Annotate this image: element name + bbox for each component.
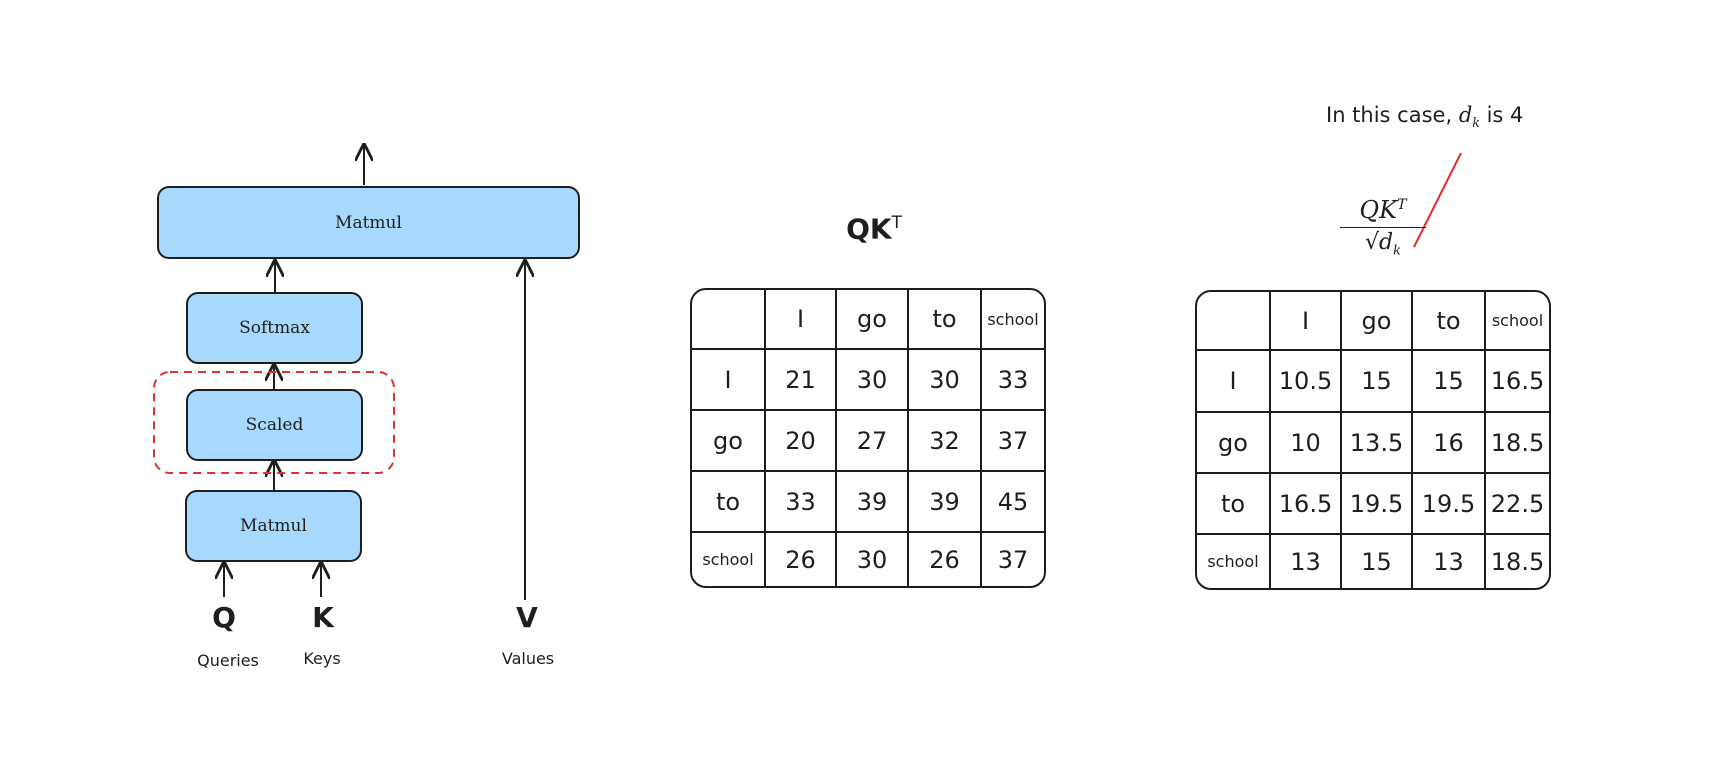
scaled-row: go 10 13.5 16 18.5 (1197, 411, 1549, 474)
scaled-formula: QKT √dk (1340, 196, 1426, 258)
qk-header-cell: to (907, 290, 982, 350)
qk-cell: 30 (835, 531, 909, 586)
scaled-header-cell: to (1411, 292, 1486, 351)
qk-header-cell: I (764, 290, 837, 350)
qk-cell: 32 (907, 409, 982, 472)
v-symbol: V (516, 601, 538, 634)
k-label: Keys (303, 649, 341, 668)
qk-table: I go to school I 21 30 30 33 go 20 27 32… (690, 288, 1046, 588)
qk-header-cell: go (835, 290, 909, 350)
qk-row: to 33 39 39 45 (692, 470, 1044, 533)
annotation-suffix: is 4 (1486, 103, 1524, 127)
scaled-cell: 13 (1411, 533, 1486, 588)
qk-cell: 30 (907, 348, 982, 411)
scaled-cell: 16.5 (1484, 349, 1549, 413)
annotation-prefix: In this case, (1326, 103, 1453, 127)
scaled-cell: 19.5 (1411, 472, 1486, 535)
scaled-cell: 18.5 (1484, 411, 1549, 474)
qk-cell: 27 (835, 409, 909, 472)
qk-row-label: school (692, 531, 766, 586)
q-label: Queries (197, 651, 259, 670)
scaled-header-cell: school (1484, 292, 1549, 351)
softmax-label: Softmax (239, 318, 310, 338)
scaled-cell: 15 (1411, 349, 1486, 413)
matmul-top-label: Matmul (335, 212, 402, 233)
formula-fraction-bar (1340, 227, 1426, 228)
qk-cell: 33 (764, 470, 837, 533)
matmul-bottom-label: Matmul (240, 516, 307, 536)
scaled-row-label: I (1197, 349, 1271, 413)
qk-cell: 37 (980, 409, 1044, 472)
qk-cell: 30 (835, 348, 909, 411)
qk-cell: 21 (764, 348, 837, 411)
qk-header-row: I go to school (692, 290, 1044, 350)
dk-annotation: In this case, dk is 4 (1326, 103, 1523, 130)
v-label: Values (501, 649, 555, 668)
scaled-block: Scaled (186, 389, 363, 461)
qk-cell: 37 (980, 531, 1044, 586)
qk-title-sup: T (891, 212, 902, 232)
scaled-row-label: school (1197, 533, 1271, 588)
qk-corner-cell (692, 290, 766, 350)
scaled-row: to 16.5 19.5 19.5 22.5 (1197, 472, 1549, 535)
qk-cell: 39 (907, 470, 982, 533)
scaled-row: I 10.5 15 15 16.5 (1197, 349, 1549, 413)
scaled-row-label: go (1197, 411, 1271, 474)
qk-table-title: QKT (846, 212, 902, 245)
scaled-cell: 10 (1269, 411, 1342, 474)
matmul-bottom-block: Matmul (185, 490, 362, 562)
qk-row: I 21 30 30 33 (692, 348, 1044, 411)
scaled-table: I go to school I 10.5 15 15 16.5 go 10 1… (1195, 290, 1551, 590)
scaled-header-row: I go to school (1197, 292, 1549, 351)
scaled-highlight-frame (153, 371, 395, 474)
qk-cell: 45 (980, 470, 1044, 533)
q-symbol: Q (212, 601, 236, 634)
scaled-row: school 13 15 13 18.5 (1197, 533, 1549, 588)
qk-title-base: QK (846, 212, 892, 246)
scaled-row-label: to (1197, 472, 1271, 535)
qk-cell: 39 (835, 470, 909, 533)
scaled-cell: 22.5 (1484, 472, 1549, 535)
scaled-cell: 15 (1340, 533, 1413, 588)
scaled-cell: 13 (1269, 533, 1342, 588)
qk-row-label: go (692, 409, 766, 472)
scaled-cell: 16.5 (1269, 472, 1342, 535)
scaled-cell: 19.5 (1340, 472, 1413, 535)
formula-numerator: QKT (1359, 196, 1407, 224)
scaled-cell: 16 (1411, 411, 1486, 474)
scaled-label: Scaled (245, 415, 304, 435)
scaled-header-cell: I (1269, 292, 1342, 351)
qk-cell: 20 (764, 409, 837, 472)
scaled-header-cell: go (1340, 292, 1413, 351)
qk-row: go 20 27 32 37 (692, 409, 1044, 472)
qk-cell: 26 (764, 531, 837, 586)
scaled-cell: 10.5 (1269, 349, 1342, 413)
formula-denominator: √dk (1364, 230, 1402, 259)
scaled-corner-cell (1197, 292, 1271, 351)
matmul-top-block: Matmul (157, 186, 580, 259)
qk-header-cell: school (980, 290, 1044, 350)
qk-cell: 26 (907, 531, 982, 586)
k-symbol: K (312, 601, 334, 634)
qk-cell: 33 (980, 348, 1044, 411)
scaled-cell: 18.5 (1484, 533, 1549, 588)
annotation-pointer-line (1413, 152, 1462, 248)
scaled-cell: 13.5 (1340, 411, 1413, 474)
annotation-symbol: dk (1458, 103, 1480, 131)
scaled-cell: 15 (1340, 349, 1413, 413)
softmax-block: Softmax (186, 292, 363, 364)
qk-row-label: I (692, 348, 766, 411)
qk-row: school 26 30 26 37 (692, 531, 1044, 586)
qk-row-label: to (692, 470, 766, 533)
